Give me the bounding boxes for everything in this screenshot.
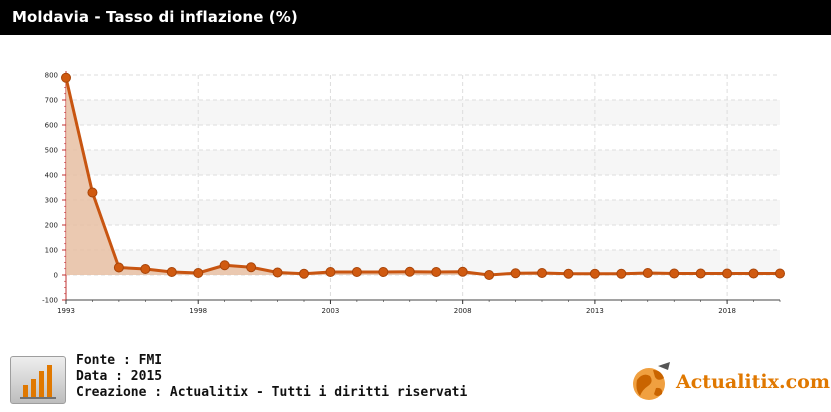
data-point bbox=[748, 268, 759, 279]
footer-credit: Creazione : Actualitix - Tutti i diritti… bbox=[76, 385, 468, 400]
data-point bbox=[510, 268, 521, 279]
inflation-chart: -100 0 100 200 300 400 500 600 700 800 1993 1998 200… bbox=[42, 71, 785, 316]
x-tick-label: 2018 bbox=[718, 307, 736, 315]
data-point bbox=[87, 187, 98, 198]
chart-area: -100 0 100 200 300 400 500 600 700 800 1993 1998 200… bbox=[0, 35, 831, 345]
y-tick-label: 500 bbox=[45, 147, 58, 155]
data-point bbox=[563, 268, 574, 279]
data-point bbox=[193, 268, 204, 278]
data-point bbox=[431, 267, 442, 277]
y-tick-label: 100 bbox=[45, 247, 58, 255]
footer-text: Fonte : FMI Data : 2015 Creazione : Actu… bbox=[76, 353, 467, 401]
grid-band bbox=[66, 150, 780, 175]
data-point bbox=[457, 266, 468, 277]
series-line bbox=[64, 77, 780, 277]
data-point bbox=[113, 262, 124, 273]
y-tick-label: -100 bbox=[42, 297, 58, 305]
data-point bbox=[537, 268, 547, 278]
data-point bbox=[669, 268, 680, 279]
data-point bbox=[404, 266, 415, 277]
header-bar: Moldavia - Tasso di inflazione (%) bbox=[0, 0, 831, 35]
data-point bbox=[299, 268, 309, 279]
y-tick-label: 800 bbox=[45, 72, 58, 80]
data-point bbox=[589, 268, 600, 279]
footer-source: Fonte : FMI bbox=[76, 353, 163, 368]
data-point bbox=[325, 267, 336, 277]
x-tick-label: 2003 bbox=[322, 307, 340, 315]
y-tick-label: 200 bbox=[45, 222, 58, 230]
globe-icon bbox=[633, 362, 670, 400]
brand-name[interactable]: Actualitix.com bbox=[676, 371, 830, 393]
data-point bbox=[775, 268, 785, 279]
y-tick-label: 400 bbox=[45, 172, 58, 180]
footer-date: Data : 2015 bbox=[76, 369, 163, 384]
x-tick-label: 2013 bbox=[586, 307, 604, 315]
chart-series bbox=[61, 72, 785, 280]
data-point bbox=[378, 267, 389, 277]
chart-title: Moldavia - Tasso di inflazione (%) bbox=[12, 8, 298, 26]
data-point bbox=[61, 72, 71, 83]
y-tick-label: 300 bbox=[45, 197, 58, 205]
grid-band bbox=[66, 200, 780, 225]
data-point bbox=[484, 270, 495, 280]
bar-chart-icon bbox=[10, 356, 66, 404]
data-point bbox=[272, 267, 283, 278]
x-tick-label: 1998 bbox=[189, 307, 207, 315]
y-tick-label: 0 bbox=[54, 272, 58, 280]
chart-bands bbox=[66, 100, 780, 275]
data-point bbox=[695, 268, 706, 279]
data-point bbox=[351, 267, 362, 277]
data-point bbox=[722, 268, 733, 279]
data-point bbox=[166, 267, 177, 277]
x-tick-label: 1993 bbox=[57, 307, 75, 315]
brand-logo[interactable]: Actualitix.com bbox=[628, 360, 830, 404]
grid-band bbox=[66, 100, 780, 125]
y-tick-label: 700 bbox=[45, 97, 58, 105]
data-point bbox=[246, 262, 257, 273]
data-point bbox=[642, 268, 653, 278]
y-tick-label: 600 bbox=[45, 122, 58, 130]
footer: Fonte : FMI Data : 2015 Creazione : Actu… bbox=[0, 346, 831, 412]
x-tick-label: 2008 bbox=[454, 307, 472, 315]
data-point bbox=[616, 268, 627, 279]
data-point bbox=[219, 260, 230, 271]
chart-tick-labels: -100 0 100 200 300 400 500 600 700 800 1993 1998 200… bbox=[42, 72, 736, 316]
data-point bbox=[140, 264, 151, 274]
